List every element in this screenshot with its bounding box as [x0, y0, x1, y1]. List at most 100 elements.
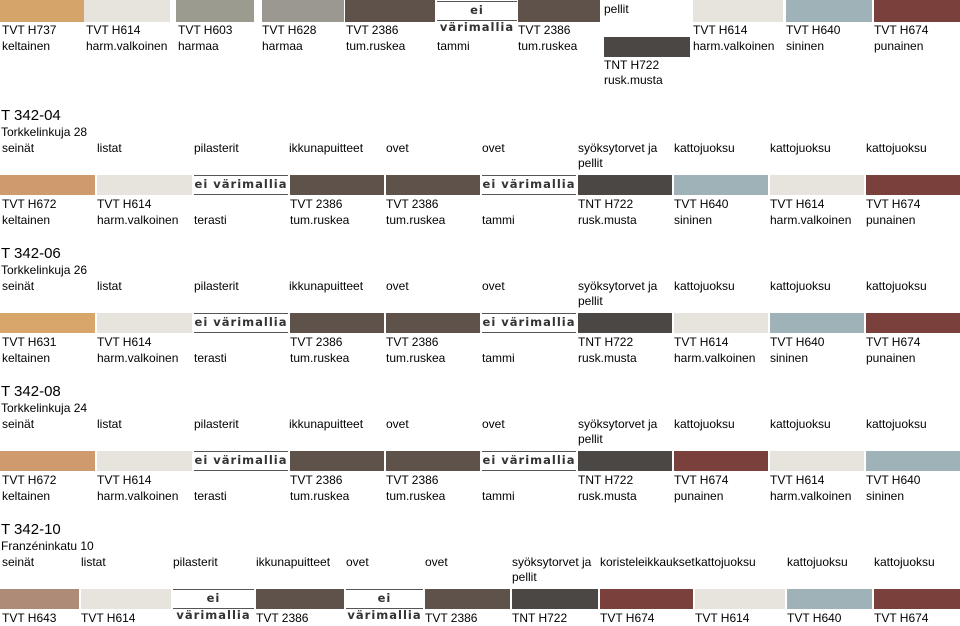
- no-color-sample: ei värimallia: [482, 175, 576, 195]
- color-name: harm.valkoinen: [97, 489, 179, 503]
- color-code: TVT H640: [674, 197, 729, 211]
- swatch-2386: [425, 589, 510, 609]
- color-code: TVT H614: [97, 335, 152, 349]
- color-name: tum.ruskea: [386, 489, 446, 503]
- column-header: syöksytorvet ja: [578, 279, 658, 293]
- column-header: kattojuoksu: [770, 417, 831, 431]
- color-name: tammi: [482, 213, 515, 227]
- color-name: punainen: [866, 213, 916, 227]
- color-code: TVT H603: [178, 23, 233, 37]
- color-code: TVT H614: [674, 335, 729, 349]
- column-header: syöksytorvet ja: [578, 141, 658, 155]
- swatch-h737: [0, 0, 84, 22]
- color-code: TVT H672: [2, 197, 57, 211]
- column-header: koristeleikkaukset: [600, 555, 695, 569]
- color-code: TVT 2386: [290, 197, 343, 211]
- color-code: TVT H628: [262, 23, 317, 37]
- color-code: TVT H614: [693, 23, 748, 37]
- color-name: punainen: [674, 489, 724, 503]
- color-code: TVT H614: [770, 197, 825, 211]
- no-color-sample: ei värimallia: [194, 175, 288, 195]
- color-code: TVT H614: [97, 473, 152, 487]
- no-color-sample: ei värimallia: [482, 313, 576, 333]
- swatch-2386: [386, 313, 480, 333]
- section-address: Franzéninkatu 10: [1, 539, 94, 553]
- swatch-h614: [81, 589, 171, 609]
- no-color-sample: ei värimallia: [346, 589, 423, 622]
- color-name: harm.valkoinen: [693, 39, 775, 53]
- swatch-h640: [674, 175, 768, 195]
- swatch-2386: [345, 0, 435, 22]
- column-header: seinät: [2, 141, 35, 155]
- section-address: Torkkelinkuja 26: [1, 263, 88, 277]
- swatch-h614: [770, 175, 864, 195]
- column-header: ikkunapuitteet: [289, 279, 364, 293]
- swatch-h603: [176, 0, 254, 22]
- column-header: listat: [97, 417, 122, 431]
- color-code: TVT H614: [97, 197, 152, 211]
- color-name: tum.ruskea: [386, 351, 446, 365]
- swatch-h614: [97, 313, 192, 333]
- column-header: pellit: [578, 294, 603, 308]
- color-name: harm.valkoinen: [97, 351, 179, 365]
- color-name: tammi: [437, 39, 470, 53]
- color-code: TVT H631: [2, 335, 57, 349]
- no-color-sample: ei värimallia: [482, 451, 576, 471]
- swatch-h614: [770, 451, 864, 471]
- column-header: pilasterit: [173, 555, 218, 569]
- swatch-2386: [290, 175, 384, 195]
- color-name: punainen: [874, 39, 924, 53]
- swatch-h674: [600, 589, 693, 609]
- column-header: pilasterit: [194, 279, 239, 293]
- column-header: kattojuoksu: [695, 555, 756, 569]
- column-header: ovet: [482, 141, 505, 155]
- color-name: rusk.musta: [578, 351, 637, 365]
- no-color-sample: ei värimallia: [437, 1, 517, 34]
- column-header: kattojuoksu: [770, 141, 831, 155]
- column-header: listat: [97, 279, 122, 293]
- color-name: harmaa: [178, 39, 219, 53]
- section-address: Torkkelinkuja 24: [1, 401, 88, 415]
- color-name: punainen: [866, 351, 916, 365]
- column-header: listat: [97, 141, 122, 155]
- swatch-2386: [256, 589, 344, 609]
- color-name: keltainen: [2, 39, 51, 53]
- color-code: TVT H674: [874, 611, 929, 625]
- color-code: TVT H674: [866, 335, 921, 349]
- color-code: TVT H640: [866, 473, 921, 487]
- swatch-h614: [674, 313, 768, 333]
- color-code: TVT 2386: [346, 23, 399, 37]
- color-code: TNT H722: [578, 197, 634, 211]
- column-header: ovet: [425, 555, 448, 569]
- column-header: ovet: [482, 279, 505, 293]
- column-header: ikkunapuitteet: [289, 417, 364, 431]
- swatch-h722: [578, 175, 672, 195]
- color-name: tum.ruskea: [346, 39, 406, 53]
- column-header: ikkunapuitteet: [289, 141, 364, 155]
- swatch-2386: [518, 0, 600, 22]
- color-code: TVT H614: [770, 473, 825, 487]
- swatch-2386: [386, 175, 480, 195]
- color-code: TVT H737: [2, 23, 57, 37]
- section-title: T 342-06: [1, 245, 61, 262]
- color-code: TVT 2386: [386, 473, 439, 487]
- swatch-h674: [874, 0, 960, 22]
- pellit-label: pellit: [604, 2, 629, 16]
- color-name: terasti: [194, 489, 227, 503]
- swatch-h640: [866, 451, 960, 471]
- color-code: TVT H643: [2, 611, 57, 625]
- section-title: T 342-08: [1, 383, 61, 400]
- color-name: rusk.musta: [578, 489, 637, 503]
- swatch-h628: [262, 0, 344, 22]
- column-header: kattojuoksu: [787, 555, 848, 569]
- color-name: keltainen: [2, 213, 51, 227]
- column-header: kattojuoksu: [866, 417, 927, 431]
- color-code: TNT H722: [604, 58, 660, 72]
- color-code: TVT H674: [874, 23, 929, 37]
- swatch-h614: [693, 0, 783, 22]
- color-code: TVT H640: [770, 335, 825, 349]
- color-code: TVT 2386: [425, 611, 478, 625]
- color-code: TVT H674: [674, 473, 729, 487]
- column-header: pilasterit: [194, 417, 239, 431]
- swatch-h674: [866, 175, 960, 195]
